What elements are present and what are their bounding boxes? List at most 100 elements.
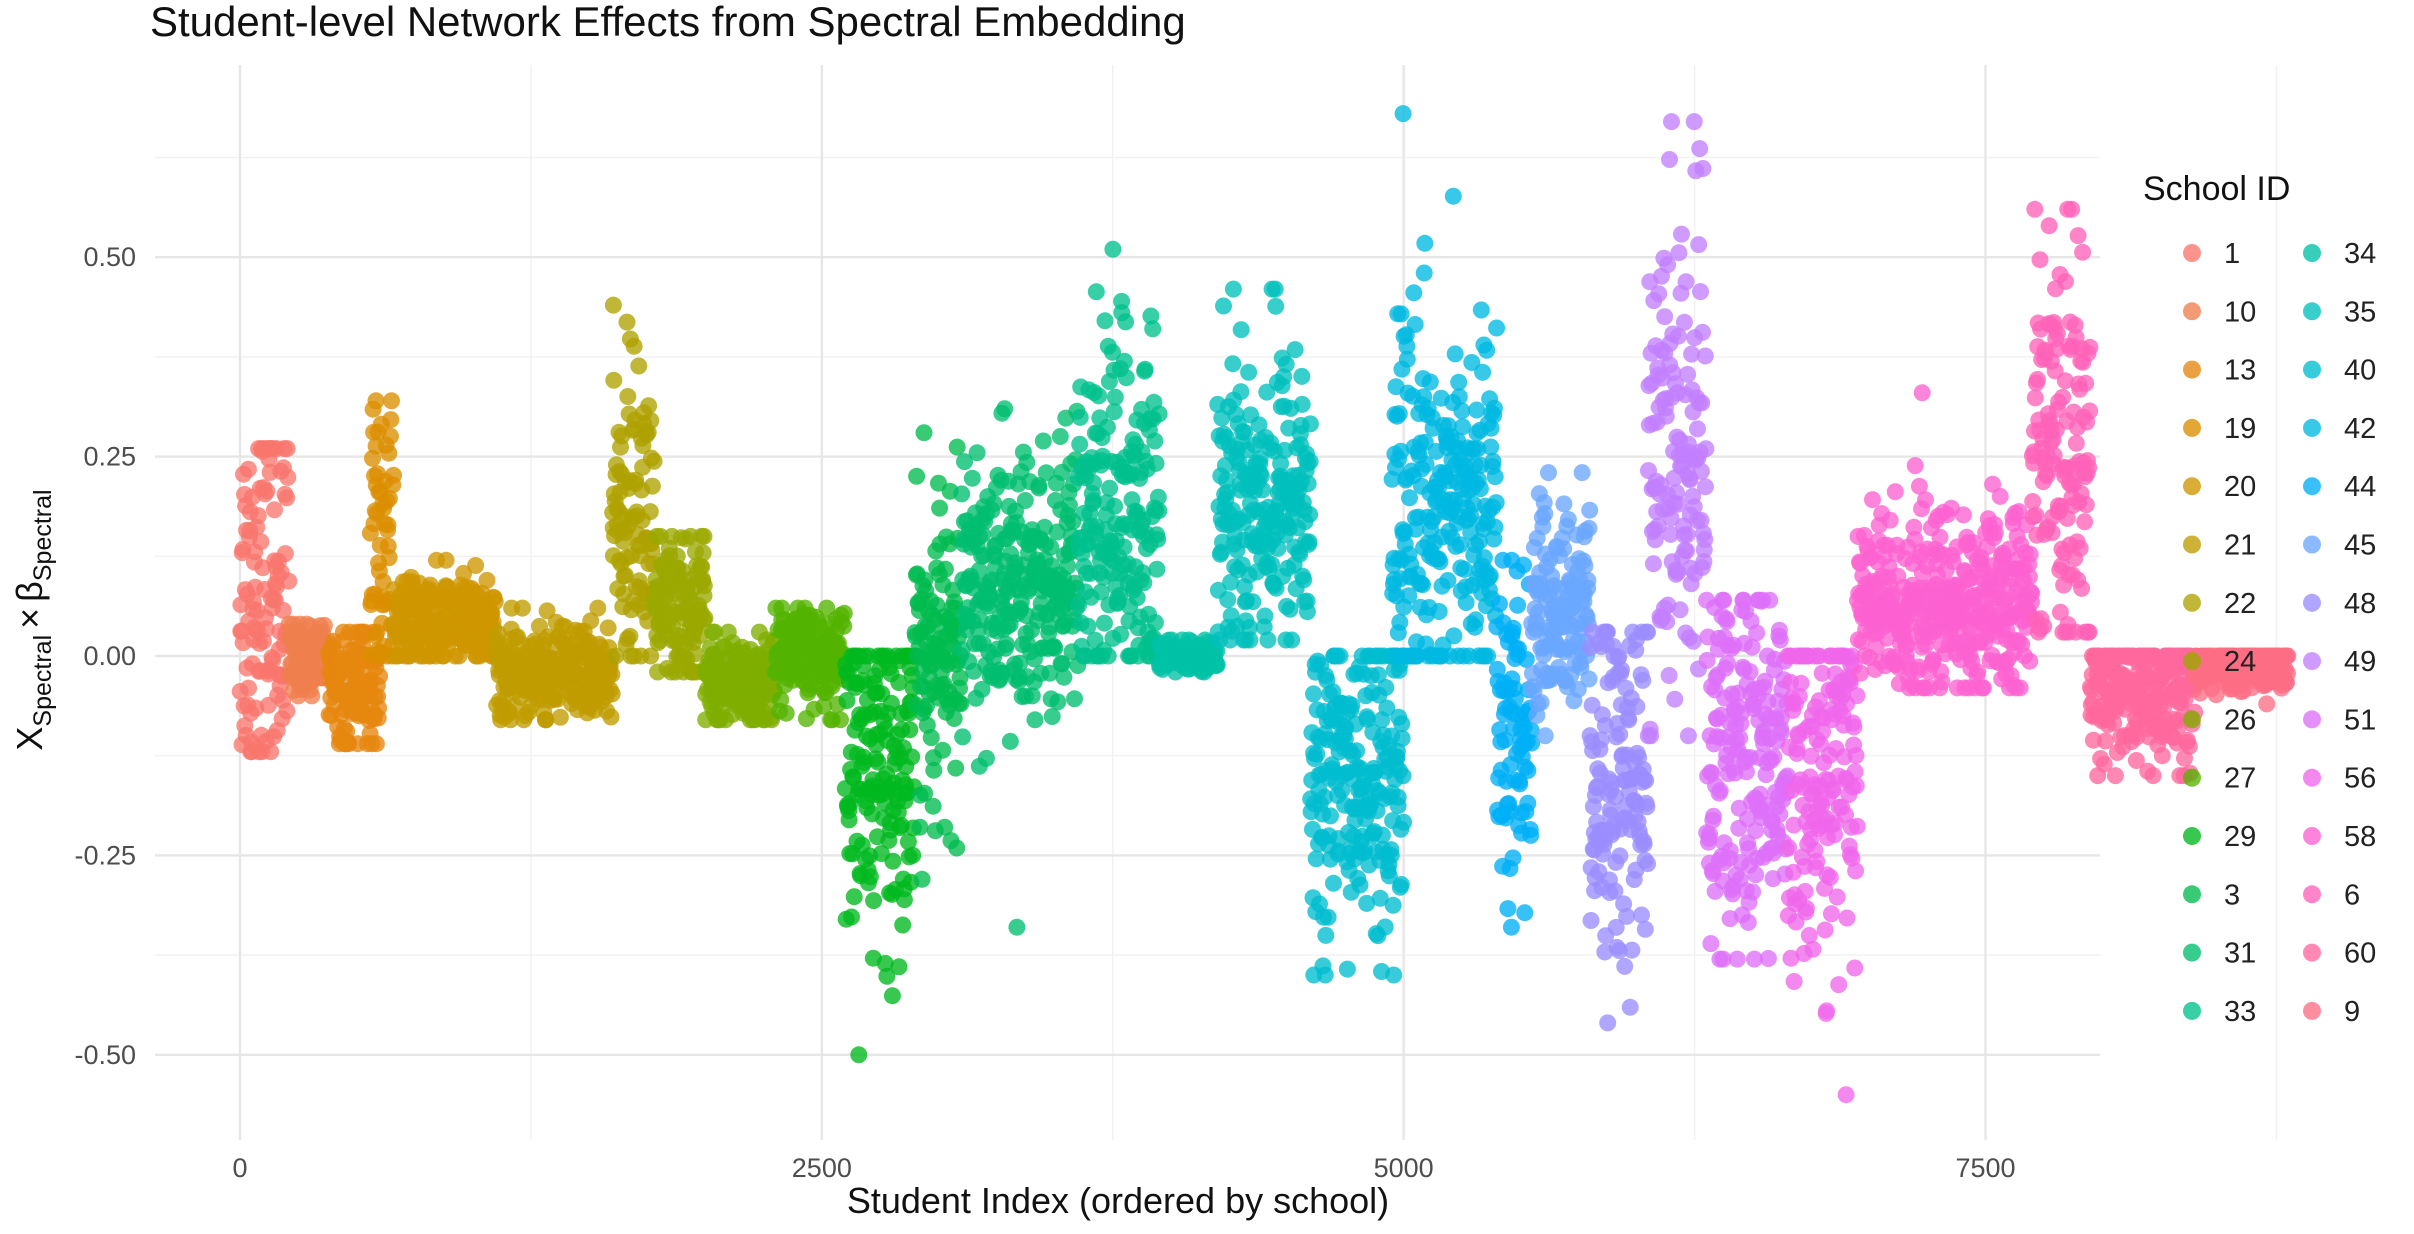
data-point xyxy=(1696,478,1714,496)
data-point xyxy=(1478,341,1496,359)
data-point xyxy=(1051,428,1069,445)
data-point xyxy=(1117,313,1135,331)
data-point xyxy=(1071,408,1089,426)
data-point xyxy=(603,685,621,703)
data-point xyxy=(1040,618,1058,636)
data-point xyxy=(1037,464,1055,482)
data-point xyxy=(278,440,296,458)
data-point xyxy=(2026,200,2044,218)
data-point xyxy=(1636,920,1654,938)
data-point xyxy=(1718,612,1736,630)
data-point xyxy=(538,602,556,620)
data-point xyxy=(2163,647,2181,665)
data-point xyxy=(835,617,853,635)
data-point xyxy=(380,444,398,462)
data-point xyxy=(1474,363,1492,381)
data-point xyxy=(2081,338,2099,356)
data-point xyxy=(1090,387,1108,405)
data-point xyxy=(956,453,973,471)
data-point xyxy=(1416,234,1434,252)
data-point xyxy=(1277,355,1295,373)
data-point xyxy=(2026,389,2044,407)
data-point xyxy=(278,702,296,720)
data-point xyxy=(1772,724,1790,742)
data-point xyxy=(894,916,912,934)
data-point xyxy=(1504,849,1522,867)
data-point xyxy=(2106,767,2124,785)
data-point xyxy=(1472,301,1490,319)
data-point xyxy=(1519,794,1537,812)
data-point xyxy=(1738,763,1755,781)
data-point xyxy=(694,544,712,562)
data-point xyxy=(1149,488,1167,506)
data-point xyxy=(2077,374,2095,392)
data-point xyxy=(1300,533,1318,551)
data-point xyxy=(642,647,660,665)
data-point xyxy=(1267,297,1285,315)
data-point xyxy=(1956,679,1974,697)
data-point xyxy=(467,557,485,574)
data-point xyxy=(1049,693,1067,711)
data-point xyxy=(890,958,908,976)
data-point xyxy=(845,888,863,906)
data-point xyxy=(1444,187,1462,205)
data-point xyxy=(2048,325,2066,342)
data-point xyxy=(1319,908,1337,926)
data-point xyxy=(1256,607,1274,625)
data-point xyxy=(954,728,972,746)
data-point xyxy=(876,954,894,972)
data-point xyxy=(2031,251,2049,269)
data-point xyxy=(1881,511,1899,529)
data-point xyxy=(1555,540,1573,558)
data-point xyxy=(1301,506,1319,523)
data-point xyxy=(1540,464,1557,482)
data-point xyxy=(1482,438,1500,456)
data-point xyxy=(367,392,385,410)
data-point xyxy=(1147,454,1165,472)
data-point xyxy=(1053,655,1071,673)
data-point xyxy=(2076,513,2094,531)
data-point xyxy=(1749,591,1767,609)
data-point xyxy=(1747,866,1765,884)
data-point xyxy=(1136,360,1154,378)
data-point xyxy=(1394,105,1412,123)
data-point xyxy=(242,743,260,761)
data-point xyxy=(380,489,398,507)
data-point xyxy=(486,593,504,611)
data-point xyxy=(2074,243,2092,261)
data-point xyxy=(1509,596,1527,614)
data-point xyxy=(1484,452,1502,470)
data-point xyxy=(2054,388,2072,406)
data-point xyxy=(1254,481,1271,499)
series-school-3 xyxy=(906,424,970,888)
data-point xyxy=(370,699,388,717)
data-point xyxy=(1474,647,1492,665)
data-point xyxy=(1445,627,1463,645)
data-point xyxy=(643,477,661,495)
data-point xyxy=(589,599,607,617)
data-point xyxy=(1283,631,1301,649)
data-point xyxy=(1391,613,1409,631)
data-point xyxy=(280,572,298,590)
data-point xyxy=(1259,631,1277,649)
data-point xyxy=(1111,586,1129,604)
data-point xyxy=(1771,805,1789,823)
data-point xyxy=(250,440,268,458)
data-point xyxy=(1639,855,1657,873)
data-point xyxy=(1765,748,1783,766)
data-point xyxy=(1599,1014,1617,1032)
data-point xyxy=(1852,664,1869,682)
data-point xyxy=(1305,966,1323,984)
data-points xyxy=(231,105,2297,1104)
data-point xyxy=(2067,434,2085,452)
data-point xyxy=(1748,624,1766,642)
data-point xyxy=(1954,506,1972,524)
data-point xyxy=(1219,591,1237,609)
data-point xyxy=(1026,711,1044,729)
data-point xyxy=(1689,420,1706,438)
data-point xyxy=(1670,244,1688,262)
data-point xyxy=(303,687,321,705)
data-point xyxy=(1301,453,1319,470)
data-point xyxy=(908,467,926,485)
data-point xyxy=(1848,817,1866,835)
